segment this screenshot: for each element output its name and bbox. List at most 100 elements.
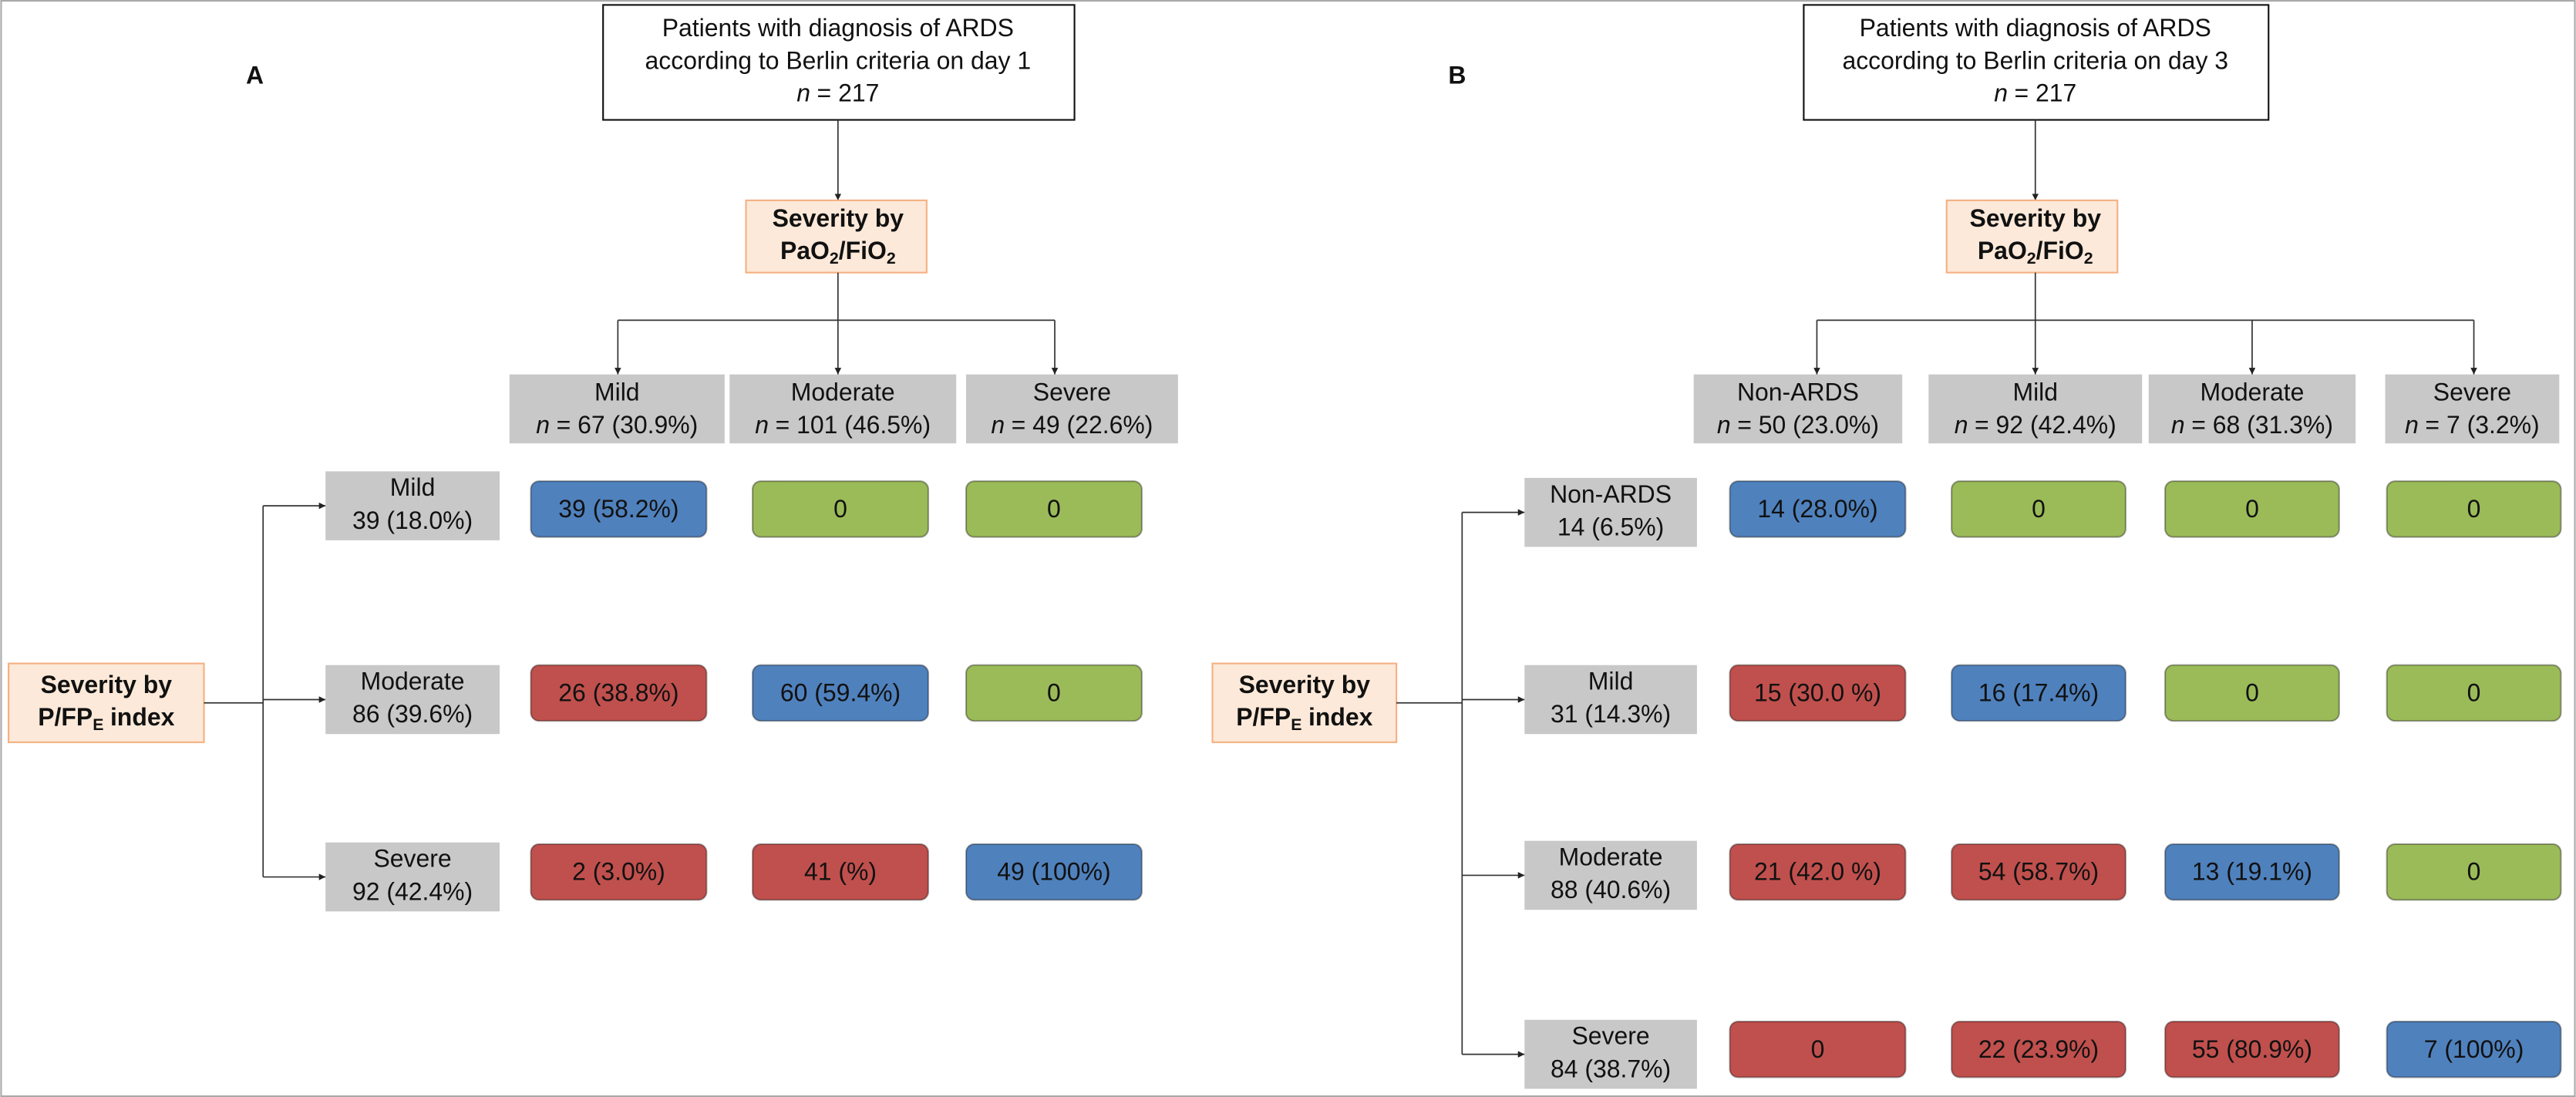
pao-box — [745, 199, 928, 274]
label: 14 (28.0%) — [1757, 495, 1877, 523]
n-symbol: n — [2405, 411, 2419, 439]
subscript: E — [1291, 715, 1301, 734]
cell — [751, 664, 930, 722]
label: Mild — [594, 379, 640, 406]
n-line: n = 92 (42.4%) — [1955, 411, 2116, 439]
label: 60 (59.4%) — [780, 679, 901, 707]
label: Moderate — [791, 379, 895, 406]
label: according to Berlin criteria on day 3 — [1842, 46, 2228, 74]
row-header — [1524, 665, 1697, 735]
cell — [1951, 480, 2126, 538]
label: 0 — [2467, 858, 2481, 886]
cell — [2164, 843, 2340, 901]
label: 0 — [2467, 495, 2481, 523]
row-header — [325, 471, 500, 540]
column-header — [729, 374, 957, 444]
cell — [965, 843, 1143, 901]
cell — [1951, 1020, 2126, 1078]
text-part: P/FP — [38, 703, 93, 731]
cell — [2386, 480, 2562, 538]
n-symbol: n — [1955, 411, 1968, 439]
label: 14 (6.5%) — [1557, 513, 1664, 540]
n-text: = 50 (23.0%) — [1737, 411, 1879, 439]
label: 22 (23.9%) — [1978, 1035, 2099, 1063]
column-header — [2148, 374, 2356, 444]
label: 7 (100%) — [2424, 1035, 2524, 1063]
label: Mild — [2012, 379, 2058, 406]
n-line: n = 68 (31.3%) — [2171, 411, 2333, 439]
label: Severity by — [1970, 204, 2102, 232]
n-line: n = 217 — [1994, 79, 2076, 107]
cell — [751, 480, 930, 538]
top-box — [602, 4, 1076, 121]
cell — [1951, 664, 2126, 722]
label: 92 (42.4%) — [352, 877, 473, 905]
cell — [2164, 480, 2340, 538]
row-header — [1524, 840, 1697, 910]
pfp-box — [1211, 662, 1398, 743]
n-text: = 217 — [817, 79, 880, 107]
cell — [1729, 480, 1907, 538]
label: 2 (3.0%) — [572, 858, 665, 886]
n-line: n = 50 (23.0%) — [1717, 411, 1879, 439]
label: 13 (19.1%) — [2192, 858, 2312, 886]
cell — [751, 843, 930, 901]
label: 39 (58.2%) — [558, 495, 679, 523]
label: 0 — [2245, 495, 2259, 523]
label: Patients with diagnosis of ARDS — [662, 14, 1014, 42]
column-header — [1928, 374, 2143, 444]
sub-line: PaO2/FiO2 — [1978, 237, 2093, 268]
label: 39 (18.0%) — [352, 506, 473, 534]
pao-box — [1945, 199, 2119, 274]
label: 0 — [1047, 495, 1061, 523]
row-header — [1524, 1019, 1697, 1089]
cell — [2386, 1020, 2562, 1078]
n-text: = 92 (42.4%) — [1975, 411, 2116, 439]
label: 55 (80.9%) — [2192, 1035, 2312, 1063]
cell — [2386, 664, 2562, 722]
label: Moderate — [1559, 843, 1663, 871]
label: 0 — [1047, 679, 1061, 707]
row-header — [1524, 477, 1697, 547]
cell — [1729, 664, 1907, 722]
label: 31 (14.3%) — [1551, 700, 1671, 728]
row-header — [325, 842, 500, 912]
text-part: P/FP — [1236, 703, 1291, 731]
label: Severity by — [41, 671, 173, 698]
n-line: n = 7 (3.2%) — [2405, 411, 2540, 439]
n-symbol: n — [1717, 411, 1731, 439]
top-box — [1803, 4, 2270, 121]
label: Mild — [390, 473, 436, 501]
column-header — [509, 374, 725, 444]
cell — [2164, 1020, 2340, 1078]
n-text: = 68 (31.3%) — [2191, 411, 2333, 439]
cell — [965, 664, 1143, 722]
label: Mild — [1588, 668, 1634, 695]
label: 54 (58.7%) — [1978, 858, 2099, 886]
cell — [530, 664, 708, 722]
n-symbol: n — [796, 79, 810, 107]
cell — [2386, 843, 2562, 901]
label: Severity by — [773, 204, 904, 232]
label: 21 (42.0 %) — [1754, 858, 1881, 886]
n-text: = 217 — [2014, 79, 2076, 107]
n-text: = 101 (46.5%) — [776, 411, 931, 439]
label: Severity by — [1239, 671, 1371, 698]
subscript: 2 — [2027, 249, 2036, 268]
cell — [1729, 843, 1907, 901]
label: 86 (39.6%) — [352, 700, 473, 728]
column-header — [965, 374, 1178, 444]
label: 0 — [833, 495, 847, 523]
text-part: /FiO — [839, 237, 887, 264]
label: Severe — [1571, 1022, 1649, 1050]
label: 16 (17.4%) — [1978, 679, 2099, 707]
sub-line: P/FPE index — [38, 703, 174, 734]
label: Severe — [373, 845, 451, 873]
label: Severe — [1033, 379, 1111, 406]
cell — [1729, 1020, 1907, 1078]
label: Severe — [2433, 379, 2511, 406]
text-part: index — [1308, 703, 1373, 731]
column-header — [1693, 374, 1903, 444]
